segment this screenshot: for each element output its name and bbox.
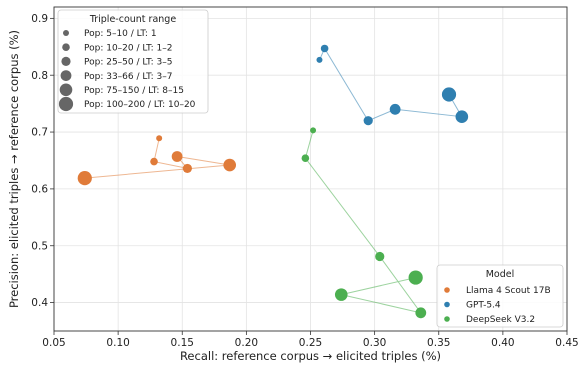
data-point [316,56,323,63]
x-tick-label: 0.10 [106,337,129,349]
y-tick-label: 0.6 [31,183,48,195]
size-legend-marker [60,70,72,81]
data-point [310,127,317,134]
x-tick-label: 0.20 [235,337,258,349]
x-axis-ticks: 0.05 0.10 0.15 0.20 0.25 0.30 0.35 0.40 0.45 [42,331,579,349]
data-point [334,288,348,301]
size-legend-marker [61,56,71,66]
data-point [408,270,423,285]
model-legend-title: Model [486,269,515,280]
x-tick-label: 0.35 [427,337,450,349]
x-tick-label: 0.25 [299,337,322,349]
y-tick-label: 0.9 [31,13,48,25]
data-point [320,44,329,53]
size-legend-label: Pop: 75–150 / LT: 8–15 [84,86,184,96]
x-axis-label: Recall: reference corpus → elicited trip… [180,349,441,363]
size-legend: Triple-count range Pop: 5–10 / LT: 1 Pop:… [57,9,209,114]
model-legend-marker [444,316,450,322]
y-axis-ticks: 0.4 0.5 0.6 0.7 0.8 0.9 [31,13,54,309]
size-legend-marker [59,83,73,97]
data-point [375,251,385,262]
data-point [156,135,163,142]
size-legend-marker [62,43,70,51]
data-point [223,158,237,172]
data-point [182,163,192,174]
size-legend-title: Triple-count range [89,14,176,25]
x-tick-label: 0.30 [363,337,386,349]
data-point [455,110,469,124]
y-tick-label: 0.7 [31,127,48,139]
series-points [77,44,469,319]
size-legend-label: Pop: 10–20 / LT: 1–2 [84,43,173,53]
model-legend-label: DeepSeek V3.2 [466,315,535,325]
model-legend-marker [444,301,450,308]
x-tick-label: 0.45 [555,337,578,349]
size-legend-label: Pop: 5–10 / LT: 1 [84,29,157,39]
model-legend-frame [436,264,564,328]
model-legend-marker [444,287,450,293]
data-point [171,151,183,162]
data-point [363,116,373,126]
size-legend-marker [58,96,74,112]
y-tick-label: 0.4 [31,297,48,309]
size-legend-label: Pop: 33–66 / LT: 3–7 [84,72,173,82]
data-point [301,154,310,162]
x-tick-label: 0.40 [491,337,514,349]
size-legend-label: Pop: 25–50 / LT: 3–5 [84,58,173,68]
y-tick-label: 0.8 [31,70,48,82]
model-legend-label: GPT-5.4 [466,301,501,311]
size-legend-frame [57,9,209,114]
data-point [415,307,427,319]
series-line [304,130,422,314]
y-tick-label: 0.5 [31,240,48,252]
model-legend-label: Llama 4 Scout 17B [466,286,551,296]
x-tick-label: 0.15 [171,337,194,349]
data-point [77,170,92,186]
size-legend-label: Pop: 100–200 / LT: 10–20 [84,100,196,110]
y-axis-label: Precision: elicited triples → reference … [7,30,21,308]
model-legend: Model Llama 4 Scout 17B GPT-5.4 DeepSeek V… [436,264,564,328]
data-point [441,87,457,102]
series-line [84,138,230,179]
data-point [389,103,401,115]
size-legend-marker [63,30,69,36]
x-tick-label: 0.05 [42,337,65,349]
data-point [150,157,158,166]
grid [53,7,568,331]
